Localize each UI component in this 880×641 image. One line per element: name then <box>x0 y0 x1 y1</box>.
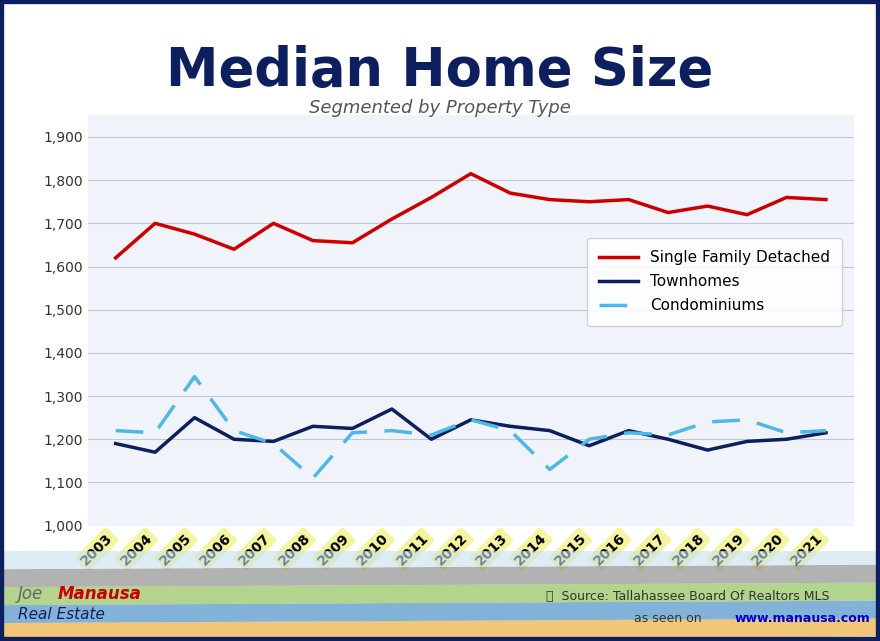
Polygon shape <box>0 619 880 641</box>
Text: as seen on: as seen on <box>634 612 705 625</box>
Polygon shape <box>0 601 880 623</box>
Text: 🤘  Source: Tallahassee Board Of Realtors MLS: 🤘 Source: Tallahassee Board Of Realtors … <box>546 590 829 603</box>
Polygon shape <box>0 565 880 587</box>
Text: Segmented by Property Type: Segmented by Property Type <box>309 99 571 117</box>
Text: Real Estate: Real Estate <box>18 607 105 622</box>
Text: Manausa: Manausa <box>57 585 141 603</box>
Legend: Single Family Detached, Townhomes, Condominiums: Single Family Detached, Townhomes, Condo… <box>587 238 842 326</box>
Text: Joe: Joe <box>18 585 43 603</box>
Polygon shape <box>0 547 880 569</box>
Polygon shape <box>0 583 880 605</box>
Text: Median Home Size: Median Home Size <box>166 45 714 97</box>
Text: www.manausa.com: www.manausa.com <box>735 612 870 625</box>
